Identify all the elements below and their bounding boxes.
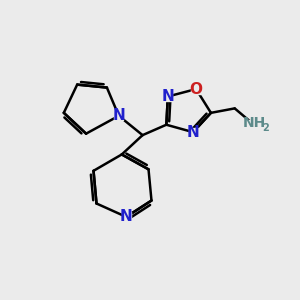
Text: O: O [190, 82, 202, 97]
Text: N: N [112, 108, 125, 123]
Bar [189, 128, 198, 136]
Bar [114, 111, 123, 120]
Text: NH: NH [242, 116, 266, 130]
Text: N: N [161, 89, 174, 104]
Bar [191, 84, 201, 94]
Text: N: N [187, 125, 200, 140]
Text: 2: 2 [262, 123, 269, 133]
Bar [122, 212, 131, 221]
Bar [245, 119, 263, 130]
Text: N: N [120, 209, 133, 224]
Bar [164, 92, 172, 101]
